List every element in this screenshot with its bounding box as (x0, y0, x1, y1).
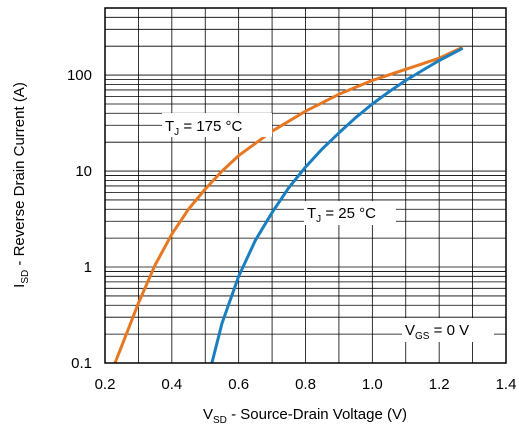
y-tick-label: 0.1 (71, 355, 92, 372)
x-tick-label: 1.2 (429, 376, 450, 393)
annotation-t25: TJ = 25 °C (304, 201, 396, 225)
svg-text:TJ = 25 °C: TJ = 25 °C (307, 205, 376, 225)
svg-text:TJ = 175 °C: TJ = 175 °C (165, 118, 242, 138)
series-line-tj-25c (210, 46, 464, 364)
x-axis-title: VSD - Source-Drain Voltage (V) (203, 406, 407, 426)
x-tick-label: 0.4 (161, 376, 182, 393)
x-tick-label: 1.4 (496, 376, 517, 393)
series-layer (113, 45, 464, 364)
grid (105, 8, 506, 363)
tick-labels: 0.2 0.4 0.6 0.8 1.0 1.2 1.4 0.1 1 10 100 (67, 67, 516, 393)
y-tick-label: 100 (67, 67, 92, 84)
x-tick-label: 0.2 (95, 376, 116, 393)
x-tick-label: 0.8 (295, 376, 316, 393)
x-tick-label: 1.0 (362, 376, 383, 393)
y-tick-label: 10 (75, 163, 92, 180)
svg-text:VGS = 0 V: VGS = 0 V (405, 322, 469, 342)
plot-area-frame (104, 7, 507, 364)
annotation-t175: TJ = 175 °C (162, 113, 272, 138)
annotation-vgs: VGS = 0 V (402, 318, 494, 342)
series-line-tj-175c (113, 45, 464, 364)
y-tick-label: 1 (84, 259, 92, 276)
y-axis-title: ISD - Reverse Drain Current (A) (11, 82, 31, 288)
x-tick-label: 0.6 (228, 376, 249, 393)
